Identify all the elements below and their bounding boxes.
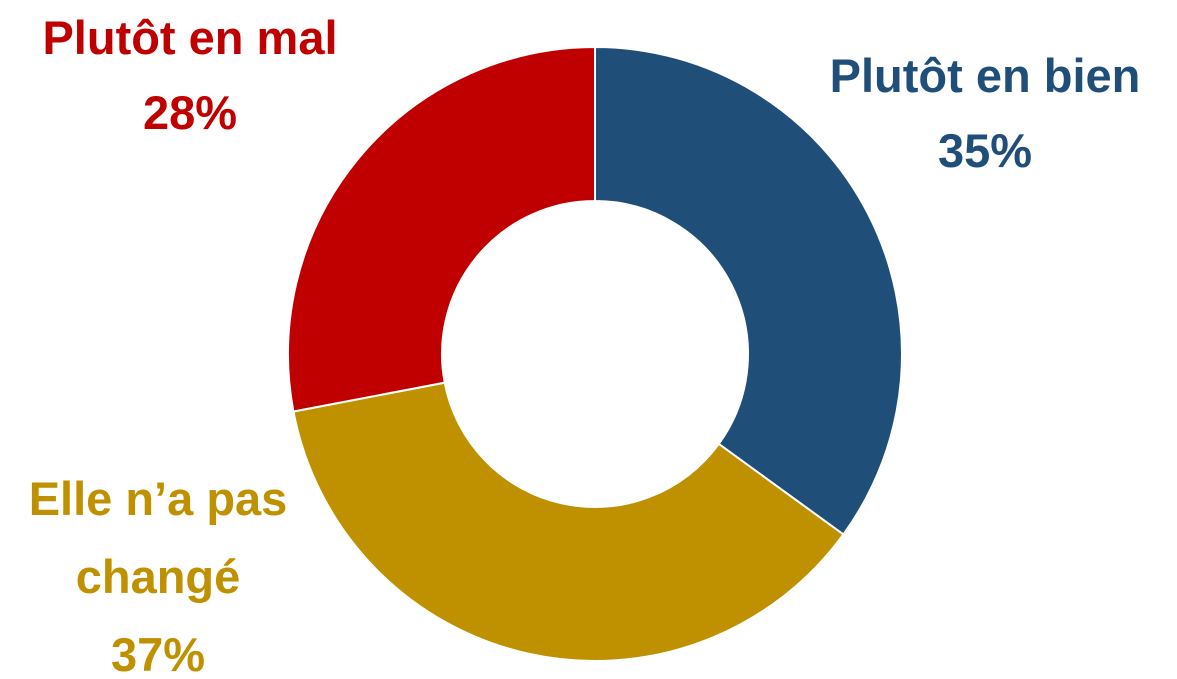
- category-label: Elle n’a pas changé: [28, 472, 288, 603]
- segment-label: Plutôt en mal 28%: [0, 0, 380, 150]
- value-label: 28%: [142, 86, 238, 139]
- donut-segment: [292, 381, 845, 662]
- category-label: Plutôt en bien: [829, 49, 1141, 102]
- value-label: 37%: [110, 628, 206, 679]
- segment-label: Elle n’a pas changé 37%: [0, 460, 316, 679]
- donut-segment: [287, 45, 596, 413]
- donut-segment: [594, 45, 903, 536]
- value-label: 35%: [937, 124, 1033, 177]
- category-label: Plutôt en mal: [42, 11, 338, 64]
- segment-label: Plutôt en bien 35%: [785, 38, 1177, 188]
